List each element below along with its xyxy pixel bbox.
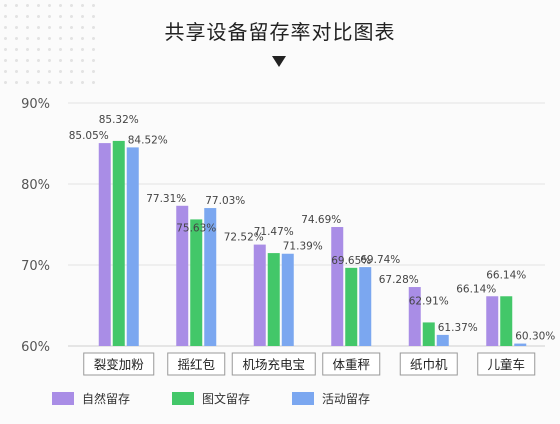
bar xyxy=(422,322,435,346)
bar xyxy=(98,143,111,346)
data-label: 67.28% xyxy=(379,274,419,286)
data-label: 71.39% xyxy=(283,241,323,253)
data-label: 61.37% xyxy=(438,322,478,334)
data-label: 77.03% xyxy=(205,195,245,207)
data-label: 72.52% xyxy=(224,232,264,244)
data-label: 66.14% xyxy=(456,283,496,295)
data-label: 75.63% xyxy=(176,222,216,234)
legend-label: 活动留存 xyxy=(322,392,370,406)
data-label: 74.69% xyxy=(301,214,341,226)
legend-label: 图文留存 xyxy=(202,391,250,406)
data-label: 60.30% xyxy=(515,331,555,343)
category-label: 儿童车 xyxy=(487,357,525,372)
bar xyxy=(486,296,499,346)
category-label: 裂变加粉 xyxy=(94,357,145,372)
down-triangle-icon xyxy=(272,56,286,67)
bar xyxy=(126,147,139,346)
legend-label: 自然留存 xyxy=(82,391,130,406)
category-label-box xyxy=(231,352,316,376)
legend-swatch xyxy=(172,392,194,405)
category-label: 机场充电宝 xyxy=(242,357,305,372)
category-label-box xyxy=(477,352,536,376)
y-tick-label: 80% xyxy=(21,178,50,193)
bar xyxy=(176,205,189,346)
data-label: 84.52% xyxy=(128,134,168,146)
data-label: 69.74% xyxy=(360,254,400,266)
y-tick-label: 60% xyxy=(21,340,50,355)
data-label: 62.91% xyxy=(409,295,449,307)
decorative-dot-pattern xyxy=(0,0,96,90)
bar xyxy=(267,253,280,346)
bar xyxy=(112,140,125,346)
bar xyxy=(408,287,421,346)
legend-swatch xyxy=(292,392,314,405)
data-label: 69.65% xyxy=(331,255,371,267)
category-label-box xyxy=(167,352,226,376)
bar xyxy=(190,219,203,346)
legend-swatch xyxy=(52,392,74,405)
bar xyxy=(281,253,294,346)
data-label: 85.32% xyxy=(99,114,139,126)
category-label: 体重秤 xyxy=(332,357,370,372)
chart-title: 共享设备留存率对比图表 xyxy=(164,20,396,44)
data-label: 71.47% xyxy=(254,226,294,238)
data-label: 85.05% xyxy=(69,130,109,142)
data-label: 77.31% xyxy=(146,193,186,205)
bar xyxy=(345,267,358,346)
bar xyxy=(359,267,372,346)
bar xyxy=(204,208,217,346)
bar xyxy=(331,227,344,346)
category-label: 纸巾机 xyxy=(410,357,448,372)
category-label-box xyxy=(322,352,381,376)
category-label: 摇红包 xyxy=(177,357,215,372)
data-label: 66.14% xyxy=(486,269,526,281)
category-label-box xyxy=(83,352,155,376)
category-label-box xyxy=(399,352,458,376)
y-tick-label: 90% xyxy=(21,97,50,112)
bar xyxy=(500,296,513,346)
bar xyxy=(514,343,527,346)
y-tick-label: 70% xyxy=(21,259,50,274)
bar xyxy=(253,244,266,346)
bar xyxy=(436,334,449,346)
